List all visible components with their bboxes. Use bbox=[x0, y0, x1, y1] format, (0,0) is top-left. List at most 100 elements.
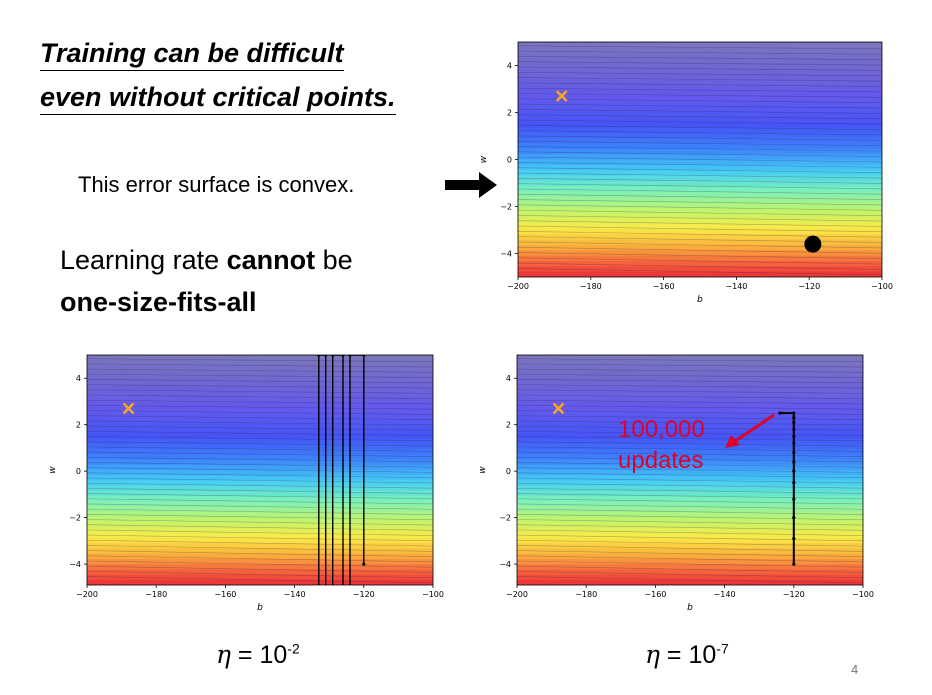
lr-suffix: be bbox=[315, 245, 353, 275]
contour-band bbox=[87, 579, 433, 585]
contour-line bbox=[517, 358, 863, 363]
contour-line bbox=[87, 420, 433, 426]
contour-band bbox=[518, 42, 882, 48]
contour-band bbox=[517, 496, 863, 502]
contour-band bbox=[87, 433, 433, 440]
contour-band bbox=[87, 449, 433, 455]
eta-equals: = 10 bbox=[230, 641, 288, 669]
x-tick-label: −180 bbox=[145, 590, 167, 599]
contour-line bbox=[517, 576, 863, 584]
contour-band bbox=[517, 438, 863, 445]
contour-line bbox=[518, 183, 882, 190]
contour-band bbox=[518, 244, 882, 251]
optimization-path bbox=[317, 355, 366, 585]
contour-band bbox=[518, 154, 882, 161]
contour-line bbox=[518, 93, 882, 98]
contour-line bbox=[518, 98, 882, 103]
contour-line bbox=[517, 410, 863, 415]
contour-line bbox=[87, 446, 433, 452]
contour-line bbox=[87, 405, 433, 410]
contour-band bbox=[87, 381, 433, 387]
contour-line bbox=[518, 156, 882, 163]
x-tick-label: −200 bbox=[506, 590, 528, 599]
path-point bbox=[792, 450, 796, 455]
contour-band bbox=[518, 255, 882, 262]
contour-band bbox=[518, 138, 882, 145]
contour-line bbox=[87, 524, 433, 531]
path-point bbox=[317, 355, 321, 357]
contour-band bbox=[517, 407, 863, 414]
x-tick-label: −180 bbox=[580, 282, 602, 291]
x-tick-label: −180 bbox=[575, 590, 597, 599]
y-axis-label: w bbox=[478, 466, 488, 474]
contour-band bbox=[87, 417, 433, 424]
contour-band bbox=[518, 170, 882, 177]
contour-band bbox=[87, 370, 433, 377]
contour-line bbox=[518, 257, 882, 265]
y-tick-label: 0 bbox=[76, 467, 81, 476]
convex-statement: This error surface is convex. bbox=[78, 172, 355, 197]
contour-band bbox=[517, 355, 863, 361]
contour-line bbox=[518, 45, 882, 50]
y-axis-label: w bbox=[479, 155, 489, 163]
contour-line bbox=[517, 415, 863, 421]
contour-band bbox=[517, 459, 863, 466]
contour-band bbox=[518, 63, 882, 70]
contour-line bbox=[87, 379, 433, 384]
contour-line bbox=[517, 467, 863, 473]
contour-band bbox=[517, 381, 863, 387]
contour-line bbox=[517, 482, 863, 489]
contour-band bbox=[518, 148, 882, 155]
contour-line bbox=[87, 508, 433, 515]
slide-title-line2: even without critical points. bbox=[40, 80, 396, 115]
contour-line bbox=[87, 565, 433, 573]
error-surface-plot-top: −200 −180 −160 −140 −120 −100 −4 −2 0 2 4 b w bbox=[479, 41, 893, 305]
contour-line bbox=[517, 545, 863, 552]
path-point bbox=[792, 434, 796, 438]
y-tick-label: −4 bbox=[500, 250, 512, 259]
contour-surface bbox=[87, 355, 433, 585]
contour-line bbox=[518, 103, 882, 109]
contour-line bbox=[87, 363, 433, 368]
contour-line bbox=[518, 82, 882, 87]
contour-band bbox=[517, 564, 863, 570]
contour-band bbox=[517, 370, 863, 377]
contour-line bbox=[87, 529, 433, 536]
contour-line bbox=[518, 140, 882, 147]
contour-line bbox=[518, 119, 882, 125]
learning-rate-line1: Learning rate cannot be bbox=[60, 245, 353, 276]
contour-line bbox=[518, 109, 882, 114]
contour-band bbox=[518, 223, 882, 230]
contour-band bbox=[87, 485, 433, 492]
path-point bbox=[348, 355, 352, 357]
contour-line bbox=[517, 539, 863, 547]
error-surface-plot-lr-1e-7: −200 −180 −160 −140 −120 −100 −4 −2 0 2 4 b w bbox=[478, 354, 874, 613]
contour-band bbox=[87, 396, 433, 403]
contour-band bbox=[87, 428, 433, 435]
x-tick-label: −200 bbox=[76, 590, 98, 599]
contour-line bbox=[517, 420, 863, 426]
contour-line bbox=[87, 384, 433, 389]
slide-title-line1: Training can be difficult bbox=[40, 36, 344, 71]
contour-line bbox=[87, 477, 433, 484]
contour-band bbox=[87, 527, 433, 534]
contour-band bbox=[87, 543, 433, 550]
y-tick-label: 2 bbox=[507, 109, 512, 118]
contour-line bbox=[87, 576, 433, 584]
contour-band bbox=[518, 58, 882, 64]
contour-band bbox=[518, 90, 882, 97]
x-tick-label: −100 bbox=[422, 590, 444, 599]
contour-line bbox=[517, 488, 863, 494]
contour-line bbox=[87, 488, 433, 494]
y-axis-label: w bbox=[48, 466, 58, 474]
right-arrow-icon bbox=[445, 172, 497, 198]
contour-band bbox=[87, 506, 433, 513]
contour-band bbox=[517, 490, 863, 497]
contour-line bbox=[87, 514, 433, 521]
contour-band bbox=[87, 564, 433, 570]
path-point bbox=[792, 469, 796, 473]
contour-line bbox=[87, 560, 433, 568]
contour-band bbox=[87, 412, 433, 419]
contour-band bbox=[87, 496, 433, 502]
contour-band bbox=[518, 191, 882, 198]
